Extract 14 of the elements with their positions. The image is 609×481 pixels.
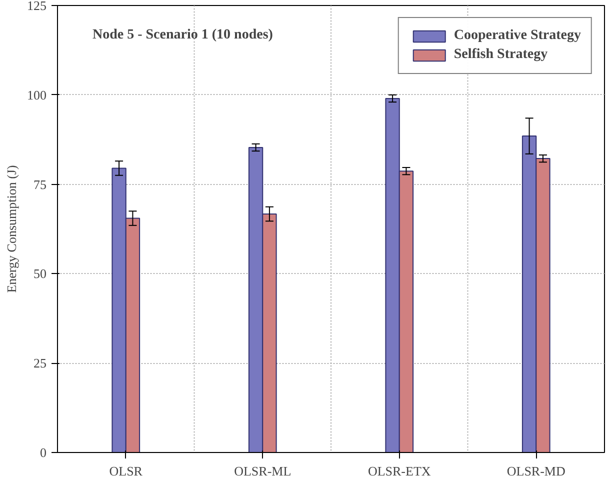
y-tick-label: 75 bbox=[34, 176, 46, 192]
y-tick-label: 50 bbox=[34, 266, 46, 282]
x-tick-label: OLSR-MD bbox=[506, 464, 566, 478]
x-tick-label: OLSR-ETX bbox=[368, 464, 432, 478]
y-tick-label: 100 bbox=[27, 87, 46, 102]
y-axis-title: Energy Consumption (J) bbox=[4, 165, 19, 293]
legend-label: Cooperative Strategy bbox=[454, 28, 581, 44]
y-tick-label: 0 bbox=[40, 445, 46, 460]
x-tick-label: OLSR-ML bbox=[234, 464, 292, 478]
legend-label: Selfish Strategy bbox=[454, 47, 548, 63]
annotation: Node 5 - Scenario 1 (10 nodes) bbox=[92, 28, 274, 42]
x-tick-label: OLSR bbox=[109, 464, 143, 478]
y-tick-label: 25 bbox=[34, 356, 46, 371]
y-tick-label: 125 bbox=[27, 0, 46, 13]
